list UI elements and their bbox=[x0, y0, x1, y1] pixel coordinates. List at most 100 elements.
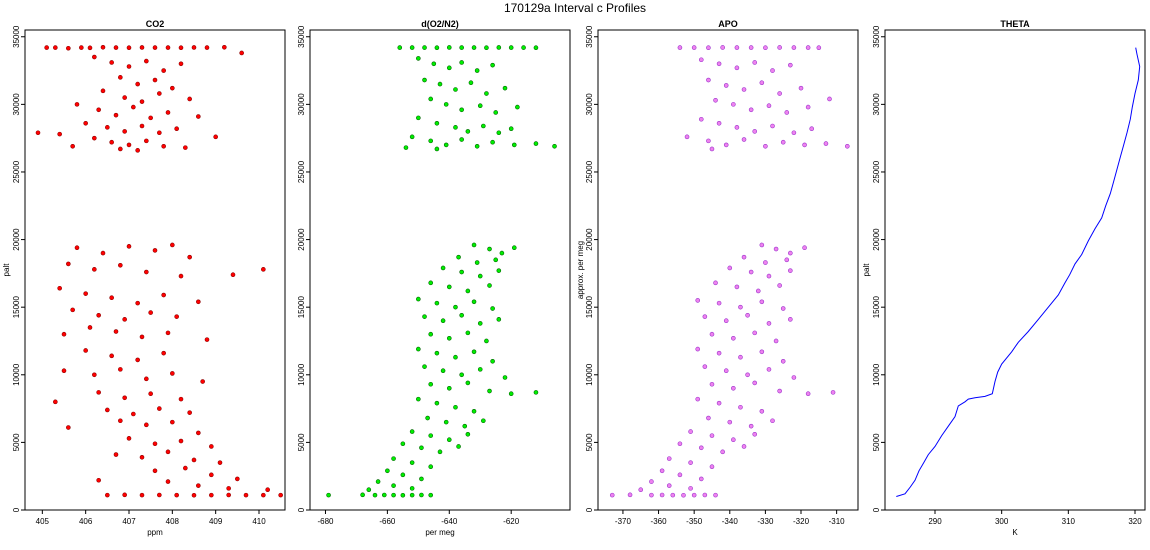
data-point-apo-61 bbox=[777, 283, 782, 288]
data-point-apo-117 bbox=[638, 487, 644, 493]
data-point-do2n2-19 bbox=[437, 81, 443, 87]
data-point-co2-57 bbox=[100, 250, 106, 256]
data-point-do2n2-114 bbox=[419, 476, 424, 482]
data-point-co2-78 bbox=[148, 310, 153, 315]
data-point-co2-26 bbox=[100, 88, 106, 94]
data-point-co2-46 bbox=[109, 139, 114, 145]
data-point-apo-77 bbox=[716, 350, 722, 356]
y-axis-label-co2: palt bbox=[2, 263, 11, 277]
data-point-co2-83 bbox=[139, 334, 145, 340]
data-point-do2n2-48 bbox=[471, 242, 477, 248]
data-point-co2-41 bbox=[139, 123, 145, 129]
data-point-apo-39 bbox=[723, 142, 729, 148]
data-point-do2n2-102 bbox=[428, 433, 434, 438]
data-point-apo-96 bbox=[706, 415, 711, 421]
data-point-co2-39 bbox=[105, 125, 110, 130]
data-point-do2n2-61 bbox=[465, 288, 471, 294]
data-point-apo-86 bbox=[709, 381, 715, 387]
data-point-co2-1 bbox=[53, 45, 58, 50]
x-tick-label-theta-0: 290 bbox=[928, 517, 942, 526]
data-point-do2n2-5 bbox=[459, 45, 464, 50]
data-point-apo-6 bbox=[763, 45, 768, 51]
data-point-apo-53 bbox=[784, 257, 790, 263]
data-point-co2-100 bbox=[53, 399, 58, 405]
data-point-co2-47 bbox=[126, 142, 132, 148]
y-tick-label-theta-7: 35000 bbox=[872, 25, 881, 48]
data-point-apo-21 bbox=[777, 91, 782, 96]
data-point-co2-103 bbox=[157, 406, 162, 411]
y-tick-label-co2-0: 0 bbox=[12, 507, 21, 512]
data-point-apo-49 bbox=[788, 250, 793, 256]
data-point-do2n2-0 bbox=[397, 45, 403, 50]
data-point-apo-14 bbox=[752, 60, 758, 65]
data-point-do2n2-1 bbox=[409, 45, 415, 50]
data-point-apo-10 bbox=[816, 45, 822, 51]
data-point-co2-70 bbox=[83, 291, 88, 296]
data-point-do2n2-65 bbox=[453, 304, 458, 310]
data-point-do2n2-52 bbox=[456, 254, 461, 260]
x-axis-apo: -370 -360 -350 -340 -330 -320 -310 bbox=[615, 510, 845, 526]
data-point-do2n2-15 bbox=[459, 60, 464, 65]
data-point-apo-70 bbox=[766, 321, 772, 326]
data-point-apo-32 bbox=[734, 125, 740, 130]
data-point-co2-13 bbox=[204, 45, 210, 50]
y-tick-label-theta-5: 25000 bbox=[872, 160, 881, 183]
data-point-apo-114 bbox=[649, 479, 654, 484]
data-point-apo-122 bbox=[670, 492, 676, 498]
data-point-do2n2-76 bbox=[484, 338, 489, 344]
data-point-apo-52 bbox=[763, 260, 768, 265]
data-point-apo-120 bbox=[649, 492, 654, 498]
y-tick-label-do2n2-4: 20000 bbox=[297, 228, 306, 251]
data-point-apo-62 bbox=[695, 298, 701, 303]
data-point-apo-9 bbox=[805, 45, 811, 50]
y-tick-label-apo-7: 35000 bbox=[585, 25, 594, 48]
data-point-apo-40 bbox=[741, 137, 747, 142]
data-point-apo-69 bbox=[745, 312, 750, 318]
data-point-do2n2-35 bbox=[496, 130, 502, 136]
y-tick-label-co2-2: 10000 bbox=[12, 363, 21, 386]
data-point-apo-59 bbox=[734, 284, 740, 290]
data-point-apo-22 bbox=[798, 85, 804, 91]
data-point-co2-27 bbox=[122, 95, 127, 100]
data-point-apo-104 bbox=[677, 441, 683, 447]
data-point-co2-25 bbox=[170, 85, 175, 91]
data-point-do2n2-58 bbox=[496, 268, 502, 273]
data-point-apo-31 bbox=[716, 120, 722, 126]
panel-do2n2: d(O2/N2) -680 -660 -640 -620 0 5000 10000 1500… bbox=[297, 19, 571, 537]
data-point-apo-125 bbox=[702, 492, 708, 498]
data-point-co2-89 bbox=[161, 350, 166, 356]
data-point-co2-37 bbox=[196, 114, 201, 119]
data-point-co2-97 bbox=[122, 395, 127, 401]
data-point-apo-67 bbox=[702, 314, 708, 319]
data-point-apo-5 bbox=[748, 45, 754, 50]
data-point-co2-115 bbox=[139, 454, 145, 460]
data-point-co2-71 bbox=[109, 295, 114, 301]
panel-title-apo: APO bbox=[718, 19, 738, 29]
y-tick-label-theta-3: 15000 bbox=[872, 296, 881, 319]
data-point-co2-55 bbox=[35, 130, 41, 136]
data-point-apo-93 bbox=[716, 400, 722, 406]
y-tick-label-theta-0: 0 bbox=[872, 507, 881, 512]
data-point-co2-72 bbox=[135, 300, 140, 306]
y-tick-label-apo-5: 25000 bbox=[585, 160, 594, 183]
data-point-co2-10 bbox=[165, 45, 171, 50]
data-point-apo-68 bbox=[723, 318, 729, 324]
data-point-apo-43 bbox=[802, 142, 807, 148]
data-point-apo-45 bbox=[845, 143, 850, 149]
data-point-do2n2-3 bbox=[434, 45, 440, 51]
data-point-co2-67 bbox=[230, 272, 236, 278]
x-tick-label-co2-2: 407 bbox=[122, 517, 136, 526]
data-point-co2-5 bbox=[100, 45, 106, 50]
data-point-apo-91 bbox=[830, 390, 836, 395]
x-axis-label-co2: ppm bbox=[147, 528, 163, 537]
data-point-apo-109 bbox=[688, 460, 693, 465]
data-point-do2n2-30 bbox=[416, 115, 421, 121]
data-point-do2n2-46 bbox=[403, 145, 409, 150]
data-point-do2n2-117 bbox=[409, 486, 415, 491]
data-point-apo-79 bbox=[759, 349, 765, 355]
data-point-do2n2-38 bbox=[428, 138, 434, 144]
data-point-do2n2-28 bbox=[493, 110, 499, 115]
x-tick-label-apo-5: -320 bbox=[793, 517, 810, 526]
data-point-do2n2-14 bbox=[446, 65, 452, 71]
y-tick-label-co2-3: 15000 bbox=[12, 296, 21, 319]
